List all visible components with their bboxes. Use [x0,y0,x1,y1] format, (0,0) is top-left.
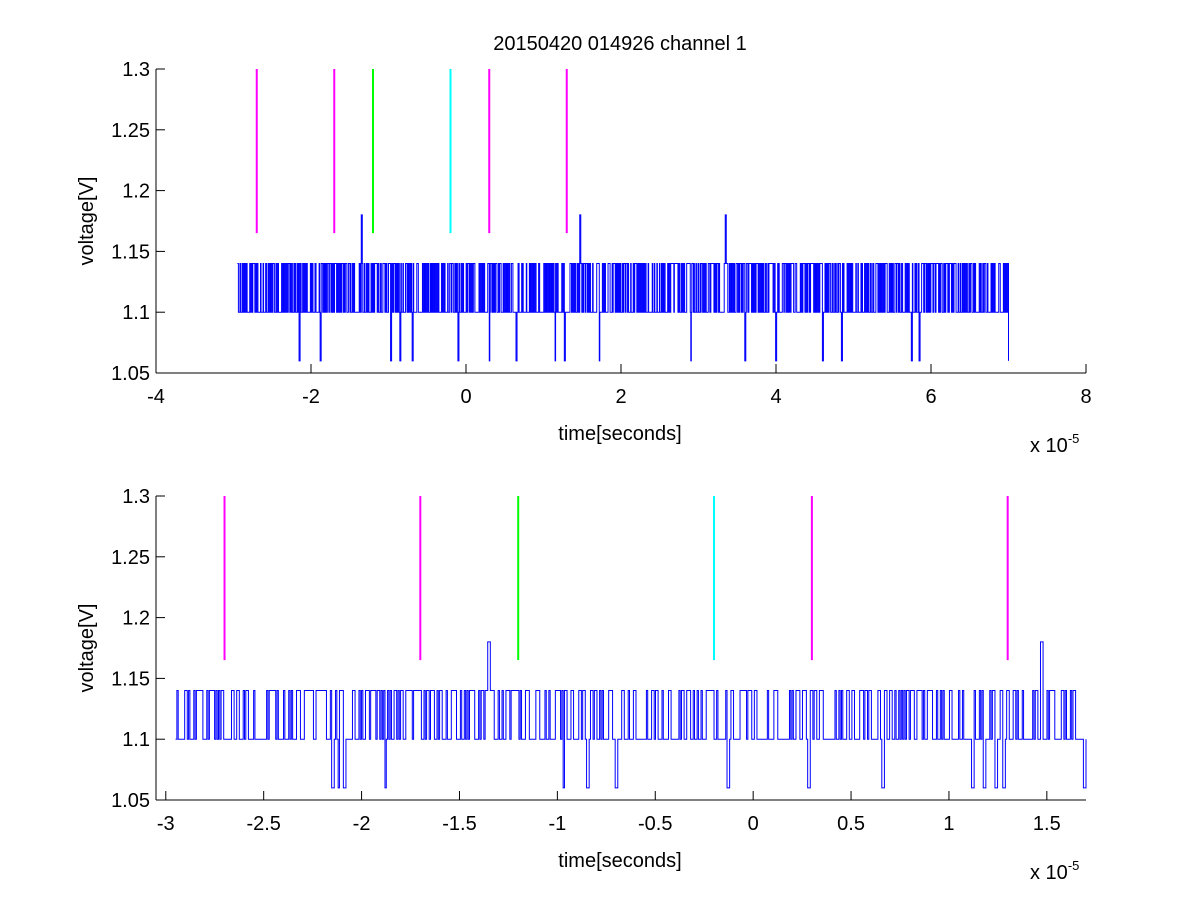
top-x-axis-label: time[seconds] [558,423,681,445]
top-y-tick-label: 1.05 [111,363,150,385]
top-x-tick-label: 6 [925,386,936,408]
bottom-x-tick-label: -2.5 [246,813,280,835]
bottom-signal-trace [175,641,1087,789]
top-x-multiplier-base: x 10 [1030,435,1068,457]
bottom-y-tick-label: 1.2 [122,608,150,630]
top-y-tick-label: 1.1 [122,302,150,324]
bottom-axes [155,496,1086,801]
bottom-y-tick-label: 1.15 [111,668,150,690]
bottom-x-tick-label: 1 [943,813,954,835]
bottom-x-tick-label: -1.5 [442,813,476,835]
bottom-x-multiplier: x 10-5 [1030,858,1079,884]
top-x-tick-label: 4 [770,386,781,408]
top-x-tick-label: 0 [460,386,471,408]
bottom-ticks: -3 -2.5 -2 -1.5 -1 -0.5 0 0.5 1 1.5 1.05 1.1 1.15 1.2… [111,486,1061,835]
top-x-tick-label: -2 [302,386,320,408]
bottom-y-tick-label: 1.05 [111,790,150,812]
top-ticks: -4 -2 0 2 4 6 8 1.05 1.1 1.15 1.2 1.25 1.3 [111,59,1092,408]
bottom-subplot: -3 -2.5 -2 -1.5 -1 -0.5 0 0.5 1 1.5 1.05 1.1 1.15 1.2… [76,486,1087,884]
bottom-x-tick-label: 0.5 [837,813,865,835]
bottom-x-tick-label: 0 [748,813,759,835]
top-signal [237,214,1009,362]
top-x-tick-label: 8 [1080,386,1091,408]
top-y-tick-label: 1.25 [111,120,150,142]
bottom-marker-lines [223,496,1009,661]
bottom-x-tick-label: -2 [353,813,371,835]
top-y-tick-label: 1.3 [122,59,150,81]
top-y-axis-label: voltage[V] [76,177,98,266]
top-x-multiplier: x 10-5 [1030,431,1079,457]
bottom-x-tick-label: -1 [548,813,566,835]
bottom-x-tick-label: -0.5 [638,813,672,835]
bottom-signal [175,641,1087,789]
bottom-x-multiplier-exponent: -5 [1068,858,1080,873]
top-x-multiplier-exponent: -5 [1068,431,1080,446]
figure-title: 20150420 014926 channel 1 [493,33,747,55]
top-signal-trace [237,214,1009,362]
top-x-tick-label: -4 [147,386,165,408]
top-subplot: -4 -2 0 2 4 6 8 1.05 1.1 1.15 1.2 1.25 1.3 time[seco… [76,59,1092,457]
bottom-x-tick-label: -3 [157,813,175,835]
bottom-y-tick-label: 1.1 [122,729,150,751]
bottom-x-tick-label: 1.5 [1033,813,1061,835]
bottom-x-multiplier-base: x 10 [1030,862,1068,884]
top-y-tick-label: 1.15 [111,241,150,263]
top-x-tick-label: 2 [615,386,626,408]
bottom-y-axis-label: voltage[V] [76,604,98,693]
top-y-tick-label: 1.2 [122,181,150,203]
bottom-y-tick-label: 1.25 [111,547,150,569]
bottom-x-axis-label: time[seconds] [558,850,681,872]
top-marker-lines [255,69,568,234]
bottom-y-tick-label: 1.3 [122,486,150,508]
